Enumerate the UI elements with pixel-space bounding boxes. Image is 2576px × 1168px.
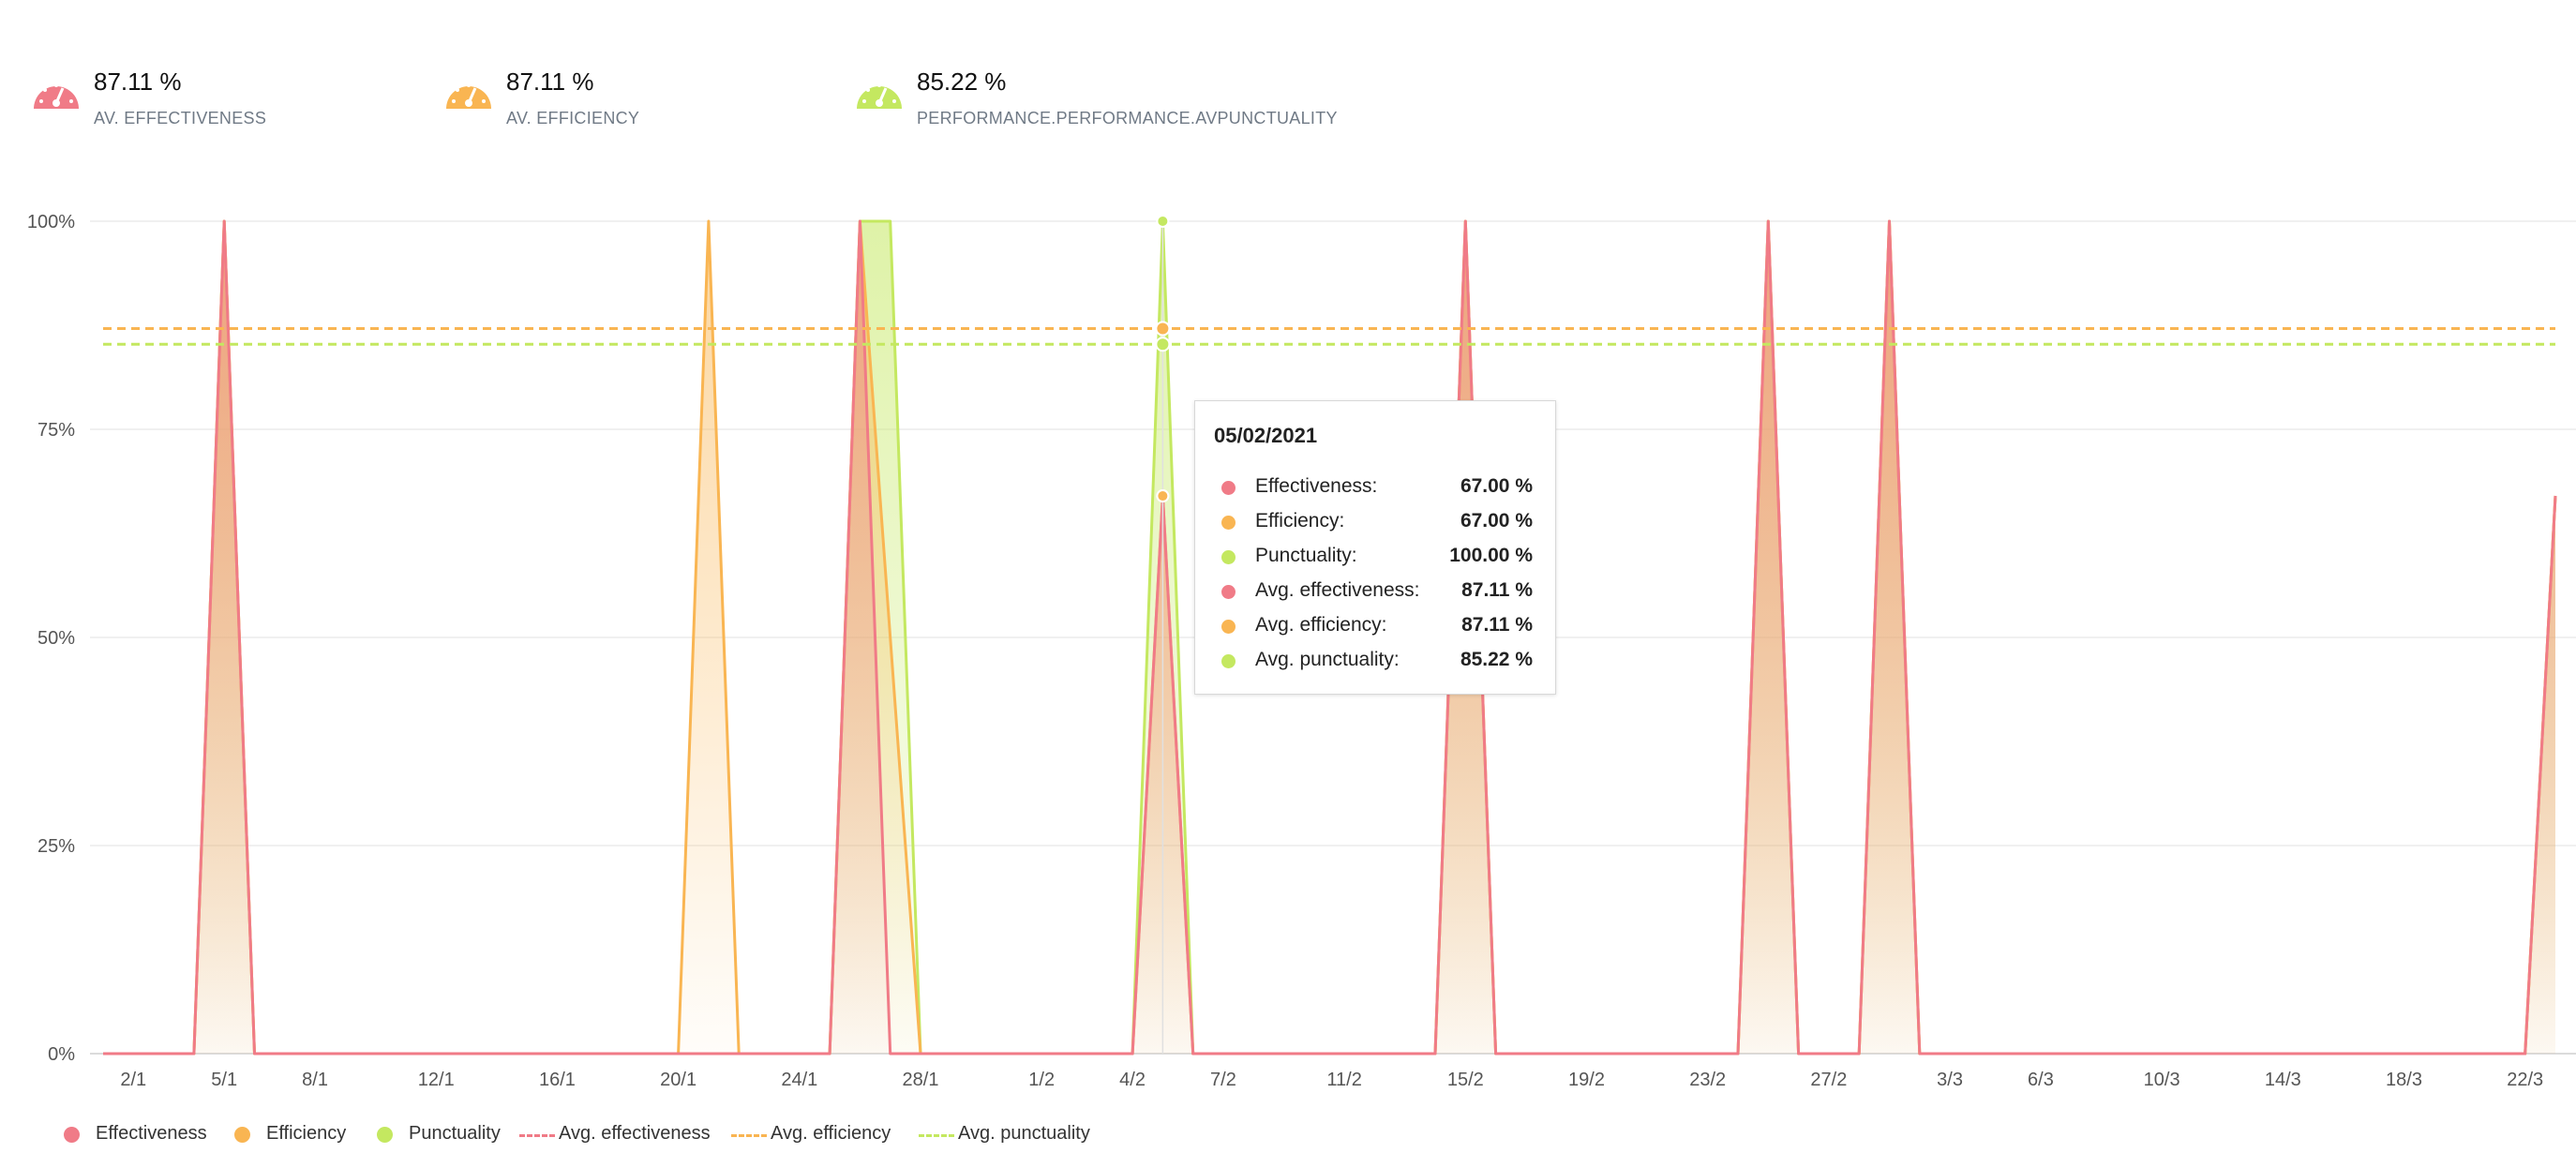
kpi-header: 87.11 % AV. EFFECTIVENESS 87.11 % AV. EF… — [0, 0, 2576, 159]
x-tick-label: 22/3 — [2507, 1070, 2543, 1090]
tooltip-row-value: 67.00 % — [1460, 475, 1533, 497]
x-tick-label: 7/2 — [1210, 1070, 1236, 1090]
hover-point — [1155, 321, 1171, 337]
hover-markers — [1155, 215, 1171, 1054]
series-line-effectiveness — [103, 219, 2557, 1056]
legend-swatch — [519, 1134, 555, 1137]
legend-label: Avg. efficiency — [771, 1123, 891, 1144]
x-tick-label: 15/2 — [1447, 1070, 1484, 1090]
legend-swatch — [234, 1127, 250, 1143]
tooltip-row-name: Effectiveness: — [1255, 475, 1378, 497]
x-tick-label: 16/1 — [539, 1070, 576, 1090]
legend-label: Punctuality — [409, 1123, 501, 1144]
x-tick-label: 11/2 — [1326, 1070, 1361, 1090]
hover-point — [1156, 489, 1170, 503]
legend-swatch — [731, 1134, 767, 1137]
x-tick-label: 27/2 — [1810, 1070, 1847, 1090]
chart-tooltip: 05/02/2021 Effectiveness: 67.00 % Effici… — [1194, 400, 1556, 695]
tooltip-swatch — [1221, 481, 1236, 495]
x-tick-label: 2/1 — [120, 1070, 146, 1090]
tooltip-swatch — [1221, 585, 1236, 599]
kpi-value: 87.11 % — [94, 67, 182, 96]
x-tick-label: 6/3 — [2028, 1070, 2054, 1090]
x-tick-label: 20/1 — [660, 1070, 696, 1090]
x-tick-label: 12/1 — [418, 1070, 455, 1090]
tooltip-swatch — [1221, 550, 1236, 564]
legend-label: Effectiveness — [96, 1123, 207, 1144]
legend-label: Avg. effectiveness — [559, 1123, 711, 1144]
kpi-label: AV. EFFICIENCY — [506, 109, 640, 127]
tooltip-row: Avg. punctuality: 85.22 % — [1214, 647, 1542, 675]
x-tick-label: 1/2 — [1028, 1070, 1055, 1090]
tooltip-swatch — [1221, 654, 1236, 668]
x-tick-label: 24/1 — [781, 1070, 817, 1090]
tooltip-row: Punctuality: 100.00 % — [1214, 543, 1542, 571]
hover-point — [1156, 215, 1170, 228]
tooltip-swatch — [1221, 620, 1236, 634]
x-tick-label: 4/2 — [1119, 1070, 1146, 1090]
y-tick-label: 0% — [48, 1044, 75, 1065]
x-tick-label: 14/3 — [2265, 1070, 2301, 1090]
gauge-icon — [446, 83, 491, 109]
tooltip-row-value: 85.22 % — [1460, 649, 1533, 670]
legend-label: Avg. punctuality — [958, 1123, 1090, 1144]
legend-label: Efficiency — [266, 1123, 347, 1144]
kpi-label: AV. EFFECTIVENESS — [94, 109, 267, 127]
tooltip-row: Avg. efficiency: 87.11 % — [1214, 612, 1542, 640]
tooltip-swatch — [1221, 516, 1236, 530]
kpi-label: PERFORMANCE.PERFORMANCE.AVPUNCTUALITY — [917, 109, 1338, 127]
x-axis: 2/1 5/1 8/1 12/1 16/1 20/1 24/1 28/1 1/2 4/2 7/2 11… — [120, 1070, 2543, 1090]
x-tick-label: 19/2 — [1568, 1070, 1605, 1090]
gauge-icon — [34, 83, 79, 109]
tooltip-row-value: 87.11 % — [1461, 614, 1533, 636]
kpi-value: 87.11 % — [506, 67, 594, 96]
tooltip-row: Avg. effectiveness: 87.11 % — [1214, 577, 1542, 606]
x-tick-label: 8/1 — [302, 1070, 328, 1090]
average-lines — [103, 326, 2555, 346]
tooltip-row-value: 67.00 % — [1460, 510, 1533, 532]
y-tick-label: 50% — [37, 628, 75, 649]
tooltip-row-name: Avg. punctuality: — [1255, 649, 1400, 670]
y-tick-label: 25% — [37, 836, 75, 857]
kpi-value: 85.22 % — [917, 67, 1007, 96]
x-tick-label: 23/2 — [1689, 1070, 1726, 1090]
tooltip-row: Efficiency: 67.00 % — [1214, 508, 1542, 536]
tooltip-row-value: 87.11 % — [1461, 579, 1533, 601]
y-tick-label: 75% — [37, 420, 75, 441]
legend-swatch — [919, 1134, 954, 1137]
x-tick-label: 5/1 — [211, 1070, 237, 1090]
y-tick-label: 100% — [27, 212, 75, 232]
tooltip-date: 05/02/2021 — [1214, 424, 1318, 447]
y-axis: 0% 25% 50% 75% 100% — [27, 212, 75, 1065]
tooltip-row-name: Efficiency: — [1255, 510, 1345, 532]
series-area-efficiency — [103, 221, 2555, 1054]
tooltip-row-name: Punctuality: — [1255, 545, 1357, 566]
x-tick-label: 18/3 — [2386, 1070, 2422, 1090]
x-tick-label: 3/3 — [1937, 1070, 1963, 1090]
x-tick-label: 28/1 — [903, 1070, 939, 1090]
tooltip-row: Effectiveness: 67.00 % — [1214, 473, 1542, 502]
tooltip-row-name: Avg. effectiveness: — [1255, 579, 1420, 601]
x-tick-label: 10/3 — [2144, 1070, 2180, 1090]
hover-point — [1155, 337, 1171, 352]
tooltip-row-value: 100.00 % — [1449, 545, 1533, 566]
legend-swatch — [64, 1127, 80, 1143]
tooltip-row-name: Avg. efficiency: — [1255, 614, 1387, 636]
legend-swatch — [377, 1127, 393, 1143]
series-areas — [103, 219, 2557, 1056]
gauge-icon — [857, 83, 902, 109]
